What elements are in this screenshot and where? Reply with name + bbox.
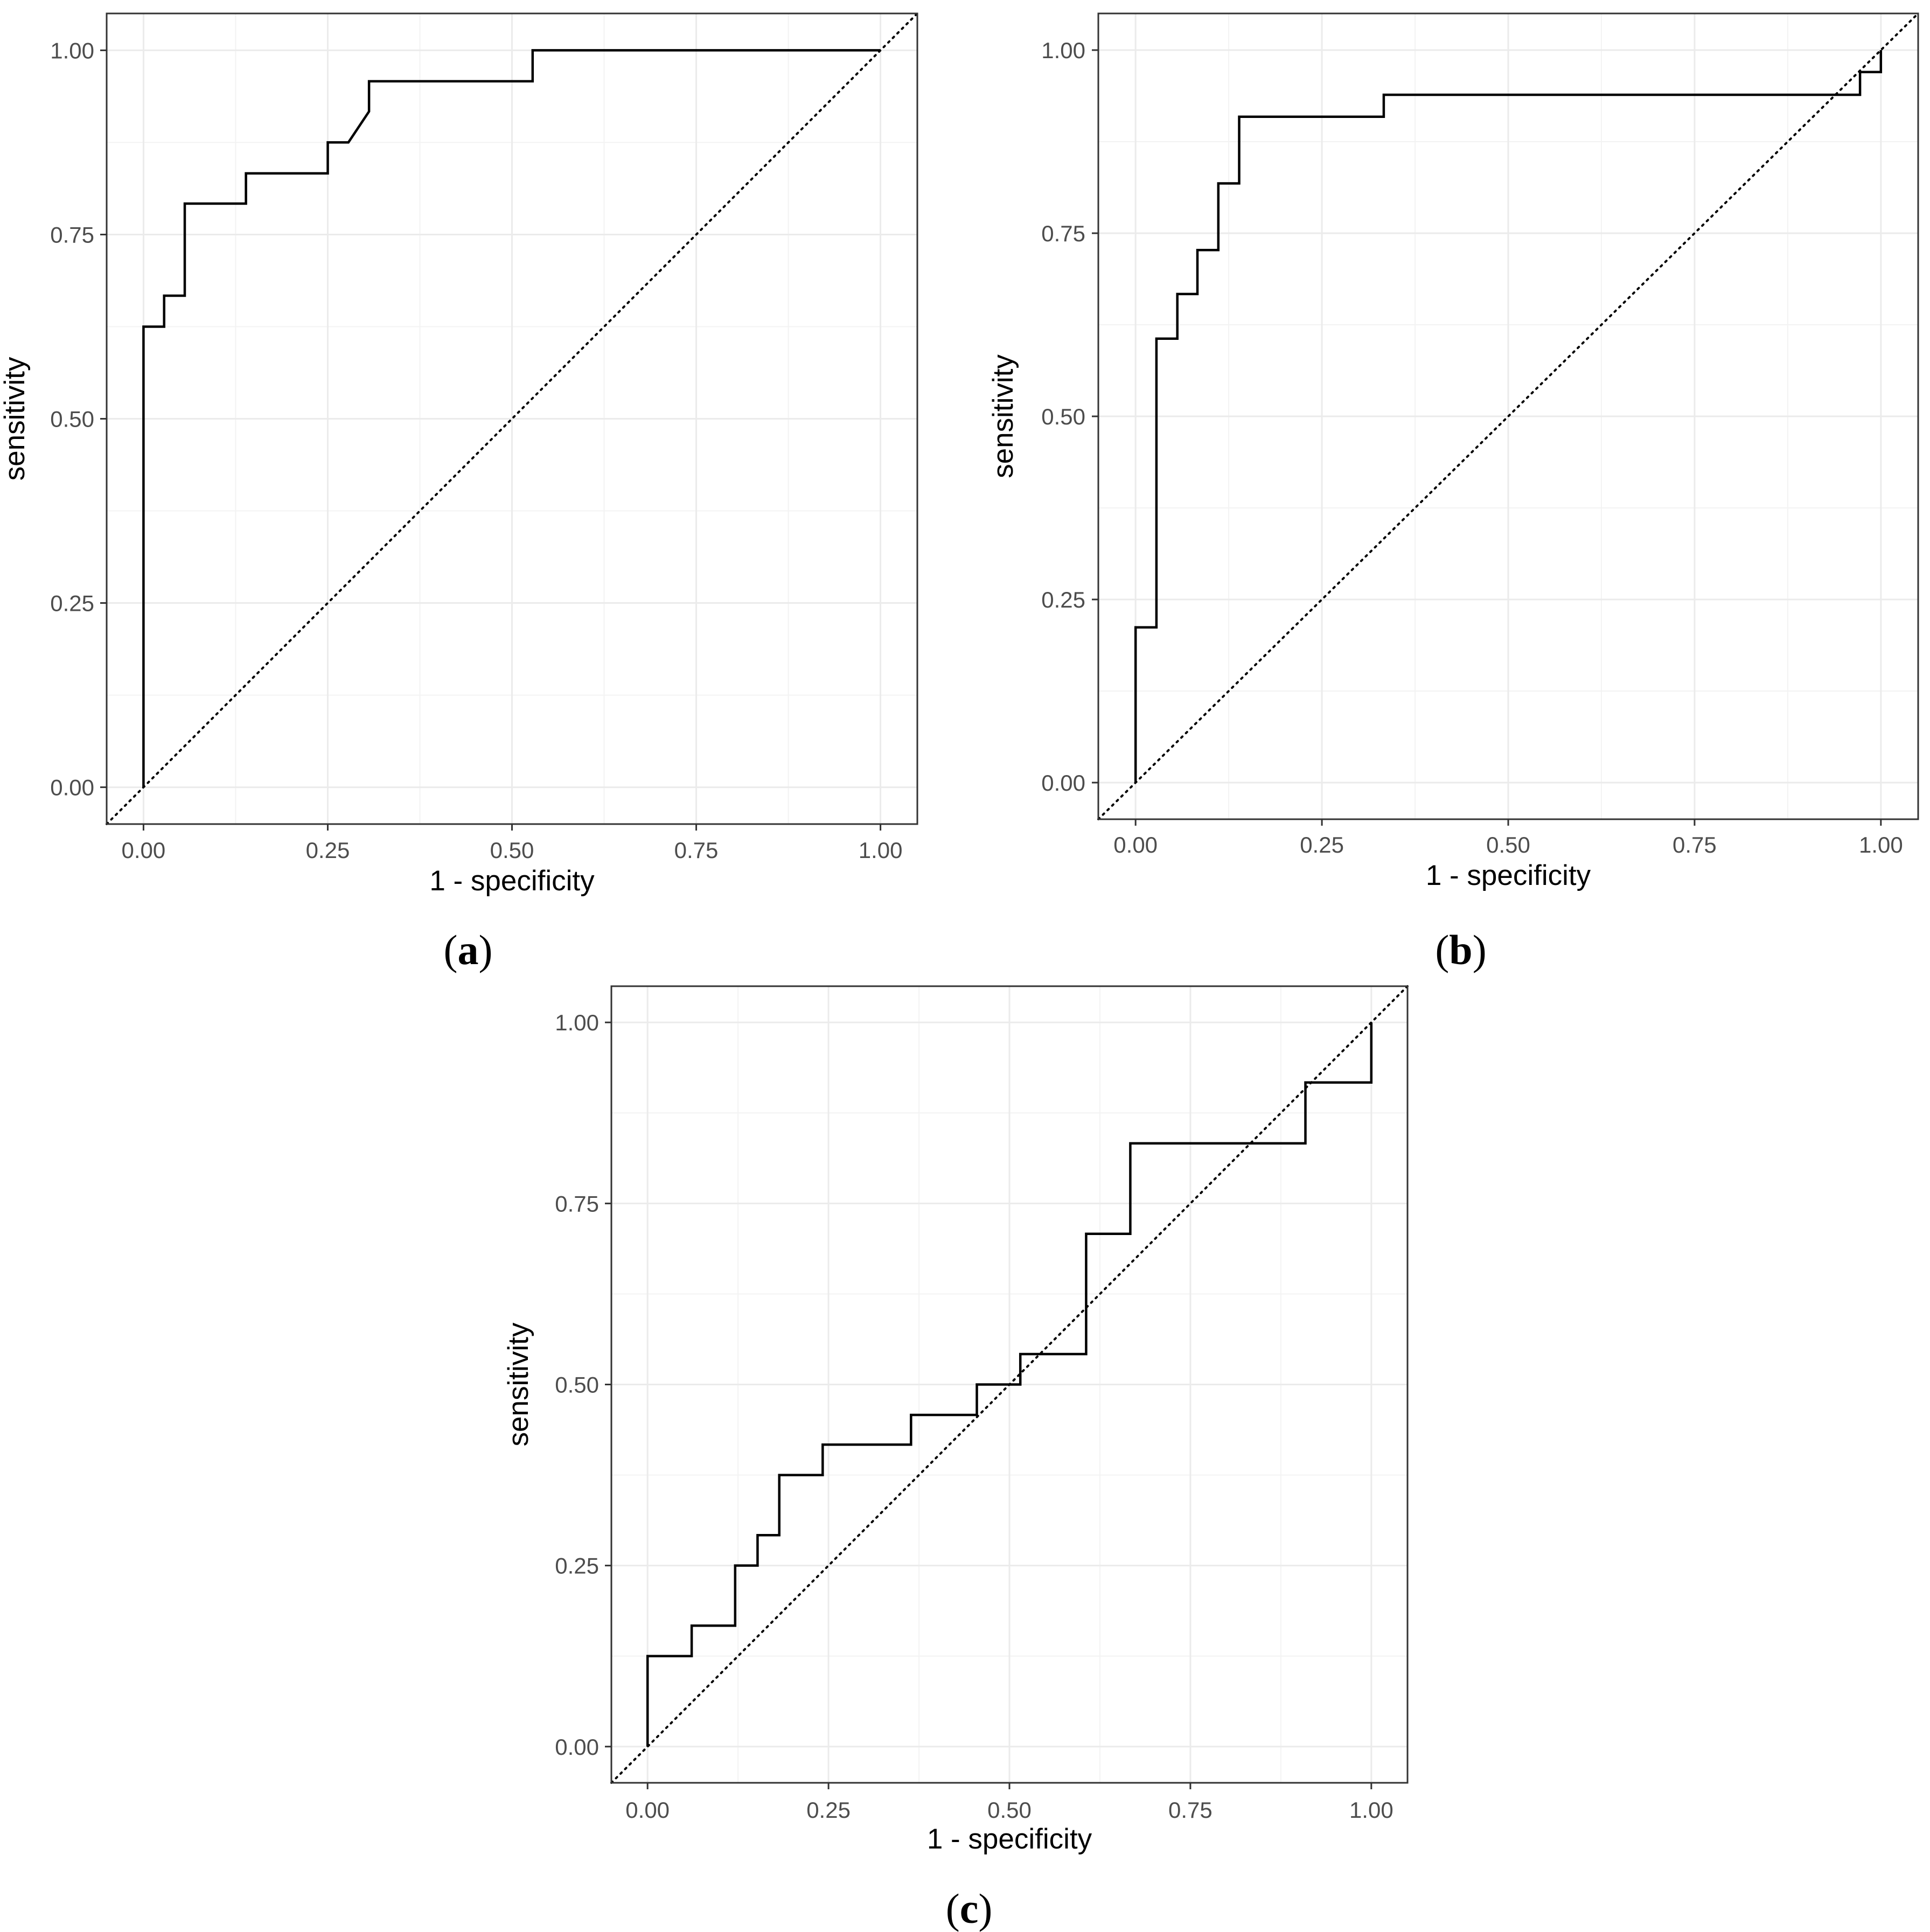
x-axis-title: 1 - specificity (927, 1823, 1092, 1855)
y-axis-title: sensitivity (0, 357, 31, 480)
x-tick-label: 0.75 (674, 838, 719, 863)
x-tick-label: 0.25 (306, 838, 350, 863)
x-tick-label: 0.50 (490, 838, 534, 863)
y-tick-label: 1.00 (1041, 38, 1085, 63)
y-tick-label: 0.00 (1041, 770, 1085, 796)
panel-letter: a (458, 926, 479, 973)
y-axis-title: sensitivity (987, 354, 1019, 478)
panel-label: (c) (946, 1885, 993, 1932)
panel-letter: b (1449, 926, 1472, 973)
x-tick-label: 0.00 (122, 838, 166, 863)
panel-label: (a) (444, 926, 493, 973)
y-tick-label: 0.75 (1041, 221, 1085, 246)
y-tick-label: 0.00 (555, 1734, 599, 1760)
x-tick-label: 0.00 (625, 1797, 670, 1823)
x-tick-label: 1.00 (1859, 832, 1903, 857)
y-tick-label: 0.25 (1041, 587, 1085, 612)
chart-panel-c: 0.00 0.00 0.25 0.25 0.50 0.50 0.75 0.75 1.00 1.00… (503, 985, 1409, 1932)
y-axis-title: sensitivity (503, 1322, 534, 1446)
x-tick-label: 1.00 (859, 838, 903, 863)
reference-diagonal-line (1097, 12, 1919, 820)
roc-curve-line (142, 49, 881, 787)
x-axis-title: 1 - specificity (429, 865, 595, 897)
x-tick-label: 0.25 (806, 1797, 851, 1823)
roc-curve-line (646, 1022, 1373, 1747)
x-tick-label: 0.75 (1673, 832, 1717, 857)
x-tick-label: 0.00 (1113, 832, 1158, 857)
chart-panel-b: 0.00 0.00 0.25 0.25 0.50 0.50 0.75 0.75 1.00 1.00… (987, 12, 1919, 973)
chart-panel-a: 0.00 0.00 0.25 0.25 0.50 0.50 0.75 0.75 1.00 1.00… (0, 12, 918, 973)
y-tick-label: 0.50 (555, 1372, 599, 1398)
x-axis-title: 1 - specificity (1426, 860, 1591, 891)
y-tick-label: 0.25 (50, 591, 94, 616)
panel-label: (b) (1435, 926, 1486, 973)
y-tick-label: 1.00 (555, 1010, 599, 1035)
y-tick-label: 0.75 (50, 222, 94, 247)
y-tick-label: 0.25 (555, 1553, 599, 1579)
y-tick-label: 0.50 (50, 407, 94, 432)
y-tick-label: 1.00 (50, 38, 94, 63)
panel-letter: c (960, 1885, 979, 1932)
y-tick-label: 0.75 (555, 1191, 599, 1216)
x-tick-label: 1.00 (1349, 1797, 1393, 1823)
y-tick-label: 0.50 (1041, 404, 1085, 429)
y-tick-label: 0.00 (50, 775, 94, 800)
x-tick-label: 0.75 (1168, 1797, 1213, 1823)
x-tick-label: 0.25 (1300, 832, 1344, 857)
x-tick-label: 0.50 (987, 1797, 1032, 1823)
x-tick-label: 0.50 (1486, 832, 1530, 857)
roc-curve-line (1134, 50, 1883, 783)
